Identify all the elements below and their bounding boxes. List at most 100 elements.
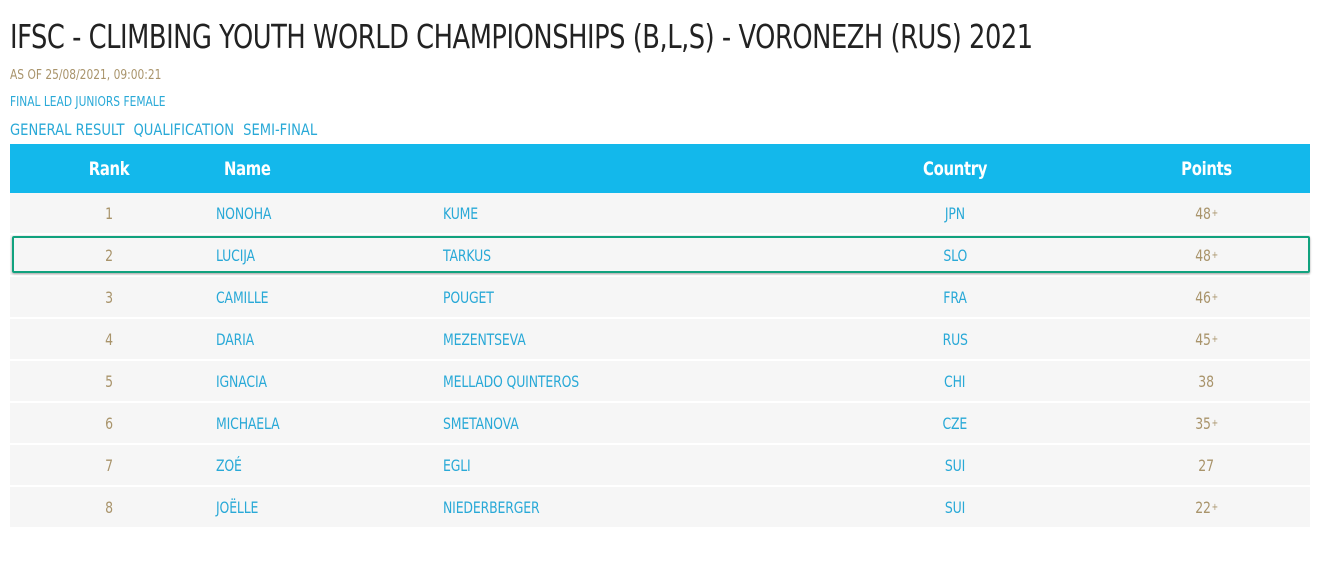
country-link[interactable]: JPN bbox=[945, 203, 966, 223]
table-row[interactable]: 1 NONOHA KUME JPN 48+ bbox=[10, 193, 1310, 235]
rank-cell: 2 bbox=[10, 235, 208, 277]
last-name-cell: EGLI bbox=[443, 445, 808, 487]
country-cell: CZE bbox=[807, 403, 1103, 445]
country-column-header[interactable]: Country bbox=[807, 144, 1103, 193]
last-name-link[interactable]: TARKUS bbox=[443, 245, 491, 265]
rank-cell: 5 bbox=[104, 371, 113, 391]
name-column-header[interactable]: Name bbox=[207, 144, 444, 193]
country-cell: SUI bbox=[807, 487, 1103, 529]
table-row[interactable]: 8 JOËLLE NIEDERBERGER SUI 22+ bbox=[10, 487, 1310, 529]
general-result-link[interactable]: GENERAL RESULT bbox=[10, 120, 125, 139]
points-value: 45+ bbox=[1195, 330, 1218, 349]
rank-cell: 7 bbox=[10, 445, 208, 487]
last-name-cell: TARKUS bbox=[443, 235, 808, 277]
first-name-cell: MICHAELA bbox=[207, 403, 444, 445]
top-reached-marker: + bbox=[1211, 291, 1218, 303]
top-reached-marker: + bbox=[1211, 501, 1218, 513]
rank-cell: 4 bbox=[104, 329, 113, 349]
first-name-cell: DARIA bbox=[207, 319, 444, 361]
points-cell: 27 bbox=[1102, 445, 1310, 487]
points-number: 48 bbox=[1195, 245, 1211, 265]
rank-cell: 5 bbox=[10, 361, 208, 403]
last-name-link[interactable]: NIEDERBERGER bbox=[443, 497, 540, 517]
first-name-cell: ZOÉ bbox=[207, 445, 444, 487]
table-row[interactable]: 4 DARIA MEZENTSEVA RUS 45+ bbox=[10, 319, 1310, 361]
country-cell: RUS bbox=[807, 319, 1103, 361]
points-cell: 45+ bbox=[1102, 319, 1310, 361]
last-name-cell: NIEDERBERGER bbox=[443, 487, 808, 529]
table-header-row: Rank Name Country Points bbox=[10, 144, 1310, 193]
first-name-link[interactable]: DARIA bbox=[216, 329, 255, 349]
last-name-cell: MEZENTSEVA bbox=[443, 319, 808, 361]
last-name-link[interactable]: SMETANOVA bbox=[443, 413, 519, 433]
points-value: 46+ bbox=[1195, 288, 1218, 307]
country-link[interactable]: SUI bbox=[944, 455, 966, 475]
semi-final-link[interactable]: SEMI-FINAL bbox=[243, 120, 318, 139]
country-link[interactable]: CZE bbox=[942, 413, 968, 433]
rank-cell: 8 bbox=[10, 487, 208, 529]
points-number: 38 bbox=[1198, 371, 1214, 391]
rank-cell: 4 bbox=[10, 319, 208, 361]
last-name-link[interactable]: MELLADO QUINTEROS bbox=[443, 371, 580, 391]
rank-cell: 3 bbox=[104, 287, 113, 307]
results-table: Rank Name Country Points 1 NONOHA KUME JPN 4… bbox=[10, 144, 1310, 529]
rank-column-header[interactable]: Rank bbox=[10, 144, 208, 193]
country-cell: FRA bbox=[807, 277, 1103, 319]
country-link[interactable]: RUS bbox=[942, 329, 968, 349]
rank-cell: 1 bbox=[104, 203, 113, 223]
table-row[interactable]: 5 IGNACIA MELLADO QUINTEROS CHI 38 bbox=[10, 361, 1310, 403]
points-cell: 22+ bbox=[1102, 487, 1310, 529]
first-name-link[interactable]: IGNACIA bbox=[216, 371, 267, 391]
first-name-link[interactable]: JOËLLE bbox=[216, 497, 259, 517]
points-value: 27 bbox=[1198, 456, 1214, 475]
table-row[interactable]: 3 CAMILLE POUGET FRA 46+ bbox=[10, 277, 1310, 319]
last-name-link[interactable]: POUGET bbox=[443, 287, 494, 307]
first-name-cell: IGNACIA bbox=[207, 361, 444, 403]
country-cell: SLO bbox=[807, 235, 1103, 277]
event-category-link[interactable]: FINAL LEAD JUNIORS FEMALE bbox=[10, 95, 166, 110]
points-number: 45 bbox=[1195, 329, 1211, 349]
first-name-link[interactable]: MICHAELA bbox=[216, 413, 280, 433]
points-number: 48 bbox=[1195, 203, 1211, 223]
top-reached-marker: + bbox=[1211, 207, 1218, 219]
first-name-cell: NONOHA bbox=[207, 193, 444, 235]
rank-cell: 3 bbox=[10, 277, 208, 319]
last-name-link[interactable]: MEZENTSEVA bbox=[443, 329, 526, 349]
points-column-header[interactable]: Points bbox=[1102, 144, 1310, 193]
country-cell: JPN bbox=[807, 193, 1103, 235]
points-number: 27 bbox=[1198, 455, 1214, 475]
table-row[interactable]: 7 ZOÉ EGLI SUI 27 bbox=[10, 445, 1310, 487]
points-value: 48+ bbox=[1195, 246, 1218, 265]
rank-cell: 2 bbox=[104, 245, 113, 265]
country-link[interactable]: SUI bbox=[944, 497, 966, 517]
table-row[interactable]: 2 LUCIJA TARKUS SLO 48+ bbox=[10, 235, 1310, 277]
last-name-cell: POUGET bbox=[443, 277, 808, 319]
country-cell: CHI bbox=[807, 361, 1103, 403]
first-name-link[interactable]: ZOÉ bbox=[216, 455, 242, 475]
top-reached-marker: + bbox=[1211, 249, 1218, 261]
points-value: 22+ bbox=[1195, 498, 1218, 517]
table-row[interactable]: 6 MICHAELA SMETANOVA CZE 35+ bbox=[10, 403, 1310, 445]
timestamp-label: AS OF 25/08/2021, 09:00:21 bbox=[10, 68, 162, 83]
points-cell: 35+ bbox=[1102, 403, 1310, 445]
last-name-link[interactable]: KUME bbox=[443, 203, 479, 223]
rank-cell: 8 bbox=[104, 497, 113, 517]
points-number: 46 bbox=[1195, 287, 1211, 307]
points-value: 38 bbox=[1198, 372, 1214, 391]
last-name-cell: KUME bbox=[443, 193, 808, 235]
points-value: 48+ bbox=[1195, 204, 1218, 223]
country-link[interactable]: SLO bbox=[943, 245, 967, 265]
first-name-link[interactable]: NONOHA bbox=[216, 203, 272, 223]
first-name-link[interactable]: LUCIJA bbox=[216, 245, 255, 265]
points-cell: 46+ bbox=[1102, 277, 1310, 319]
last-name-cell: SMETANOVA bbox=[443, 403, 808, 445]
rank-cell: 7 bbox=[104, 455, 113, 475]
last-name-column-header bbox=[443, 144, 808, 193]
first-name-link[interactable]: CAMILLE bbox=[216, 287, 269, 307]
last-name-link[interactable]: EGLI bbox=[443, 455, 471, 475]
first-name-cell: LUCIJA bbox=[207, 235, 444, 277]
qualification-link[interactable]: QUALIFICATION bbox=[133, 120, 235, 139]
points-cell: 48+ bbox=[1102, 193, 1310, 235]
country-link[interactable]: FRA bbox=[943, 287, 967, 307]
country-link[interactable]: CHI bbox=[944, 371, 966, 391]
